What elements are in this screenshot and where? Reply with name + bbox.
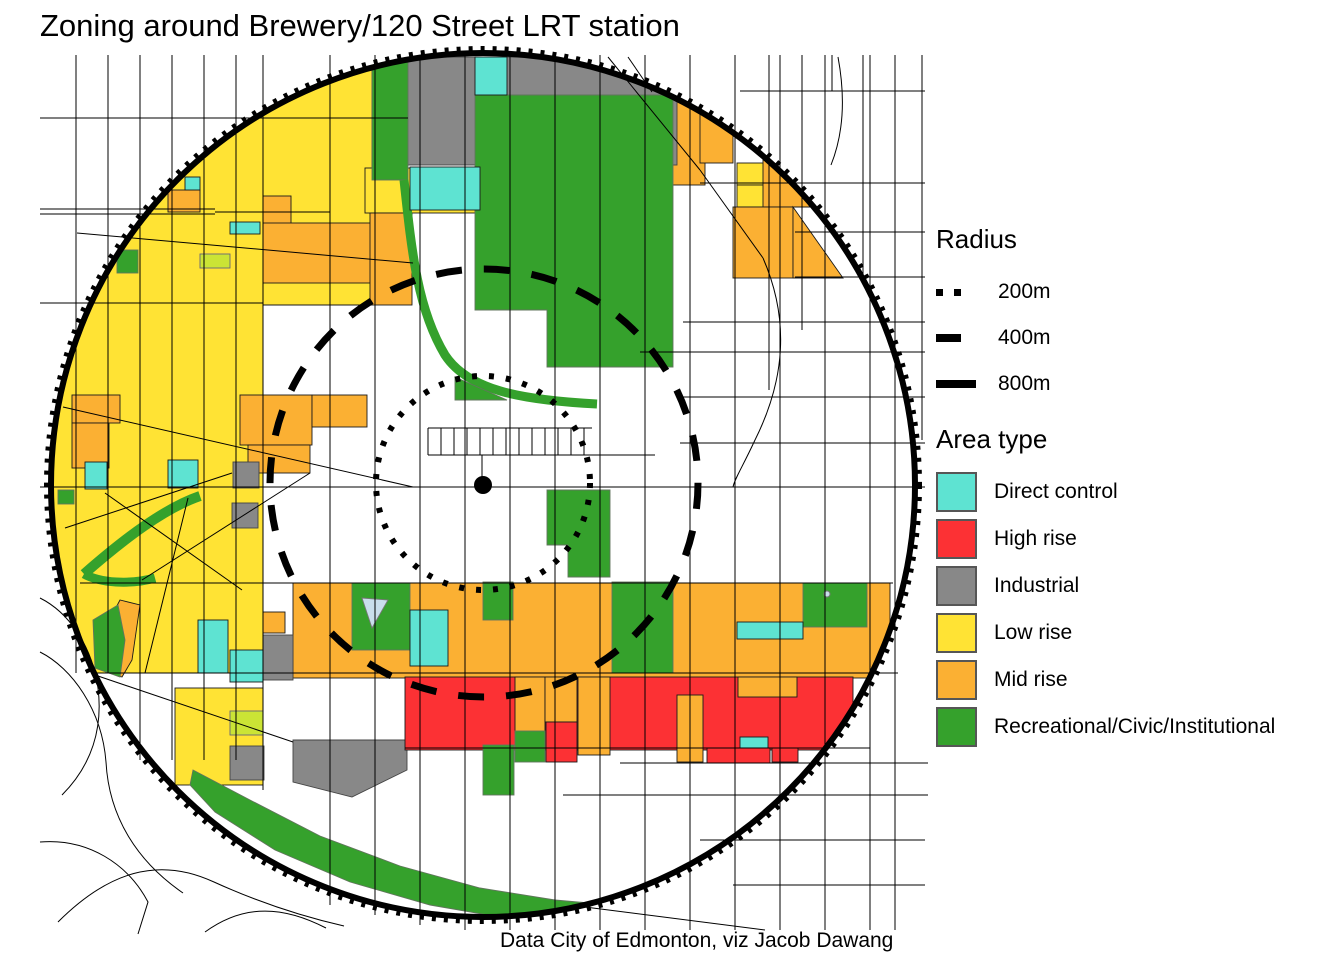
legend-area-item: Direct control [936, 469, 1275, 515]
area-type-label: Direct control [994, 480, 1118, 503]
attribution: Data City of Edmonton, viz Jacob Dawang [500, 929, 894, 952]
color-swatch [936, 613, 977, 653]
color-swatch [936, 472, 977, 512]
legend-area-item: High rise [936, 516, 1275, 562]
radius-label: 400m [998, 326, 1051, 349]
color-swatch [936, 519, 977, 559]
color-swatch [936, 566, 977, 606]
legend-radius-item: 400m [936, 315, 1051, 361]
legend-radius-item: 800m [936, 361, 1051, 407]
area-type-label: Industrial [994, 574, 1080, 597]
color-swatch [936, 660, 977, 700]
legend-radius: Radius 200m 400m 800m [936, 224, 1051, 407]
area-type-label: Low rise [994, 621, 1073, 644]
area-type-label: Mid rise [994, 668, 1068, 691]
radius-label: 200m [998, 280, 1051, 303]
dashed-line-icon [936, 334, 992, 342]
page-title: Zoning around Brewery/120 Street LRT sta… [40, 8, 680, 43]
legend-area-item: Mid rise [936, 657, 1275, 703]
legend-area-item: Industrial [936, 563, 1275, 609]
color-swatch [936, 707, 977, 747]
legend-area-type: Area type Direct control High rise Indus… [936, 424, 1275, 751]
radius-label: 800m [998, 372, 1051, 395]
solid-line-icon [936, 380, 992, 388]
legend-area-item: Low rise [936, 610, 1275, 656]
legend-radius-heading: Radius [936, 224, 1017, 254]
area-type-label: Recreational/Civic/Institutional [994, 715, 1276, 738]
legend-radius-item: 200m [936, 269, 1051, 315]
dotted-line-icon [936, 288, 992, 296]
legend-area-type-heading: Area type [936, 424, 1048, 454]
area-type-label: High rise [994, 527, 1077, 550]
legend-area-item: Recreational/Civic/Institutional [936, 704, 1275, 750]
